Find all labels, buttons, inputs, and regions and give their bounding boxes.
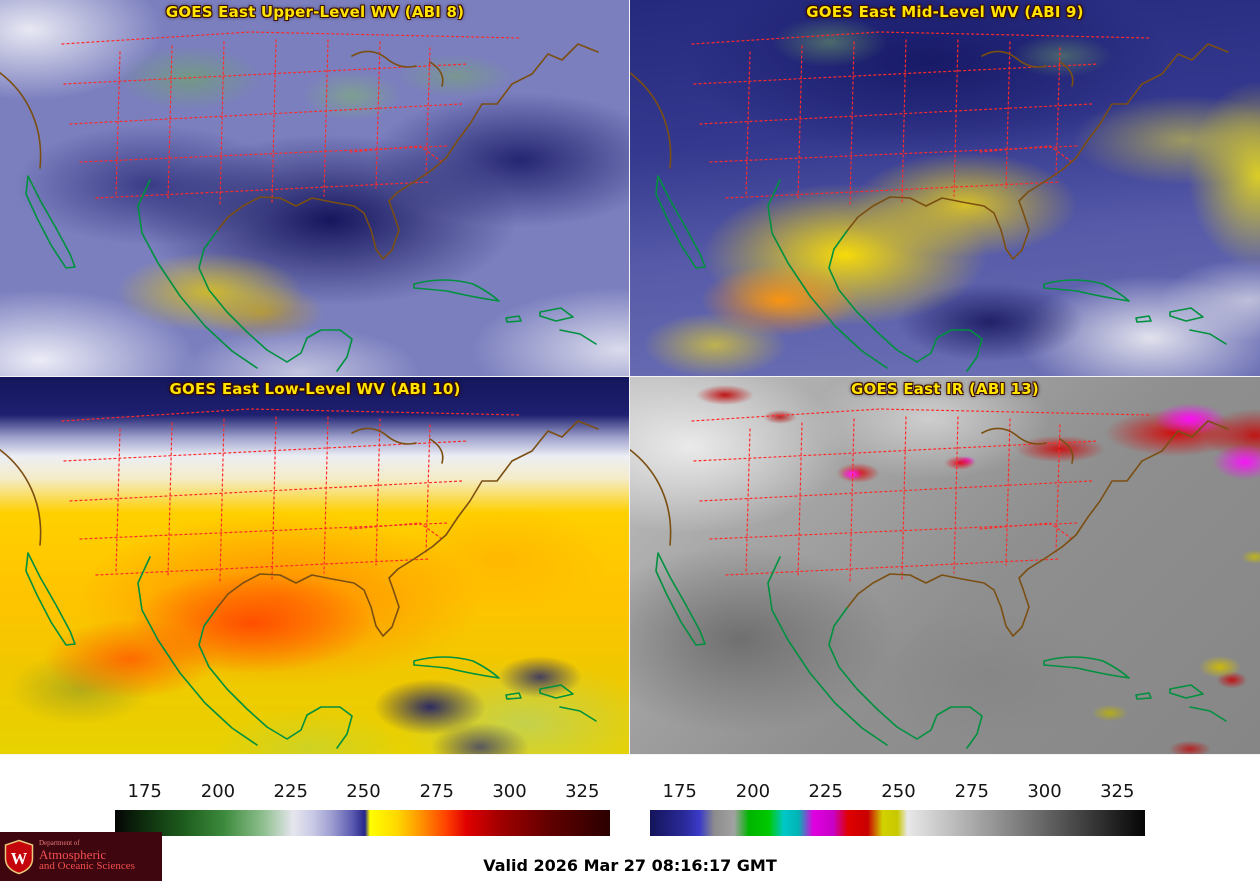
- colorbar-tick: 300: [1027, 781, 1062, 802]
- colorbar-tick: 325: [565, 781, 600, 802]
- panel-title: GOES East Upper-Level WV (ABI 8): [165, 3, 465, 21]
- colorbar-tick: 175: [662, 781, 697, 802]
- colorbar-tick: 275: [419, 781, 454, 802]
- ir-colorbar-ticks: 175 200 225 250 275 300 325: [650, 781, 1145, 807]
- panel-ir: GOES East IR (ABI 13): [629, 376, 1260, 755]
- colorbar-tick: 225: [273, 781, 308, 802]
- uw-aos-logo: W Department of Atmospheric and Oceanic …: [0, 832, 162, 881]
- colorbar-tick: 275: [954, 781, 989, 802]
- map-overlay: [630, 408, 1229, 749]
- colorbar-tick: 225: [808, 781, 843, 802]
- logo-text: Department of Atmospheric and Oceanic Sc…: [39, 839, 135, 873]
- colorbar-tick: 200: [735, 781, 771, 802]
- panel-title: GOES East IR (ABI 13): [850, 380, 1039, 398]
- wv-colorbar: 175 200 225 250 275 300 325: [115, 781, 610, 836]
- satellite-panel-grid: GOES East Upper-Level WV (ABI 8) GOES Ea…: [0, 0, 1260, 755]
- logo-line-2: and Oceanic Sciences: [39, 860, 135, 873]
- map-overlay: [0, 408, 599, 749]
- ir-colorbar: 175 200 225 250 275 300 325: [650, 781, 1145, 836]
- panel-title: GOES East Low-Level WV (ABI 10): [169, 380, 461, 398]
- panel-upper-level-wv: GOES East Upper-Level WV (ABI 8): [0, 0, 631, 378]
- colorbar-tick: 250: [346, 781, 381, 802]
- panel-title: GOES East Mid-Level WV (ABI 9): [806, 3, 1084, 21]
- logo-line-1: Atmospheric: [39, 846, 107, 862]
- ir-colorbar-gradient: [650, 810, 1145, 836]
- panel-low-level-wv: GOES East Low-Level WV (ABI 10): [0, 376, 631, 755]
- valid-timestamp: Valid 2026 Mar 27 08:16:17 GMT: [483, 856, 777, 875]
- colorbar-tick: 250: [881, 781, 916, 802]
- uw-crest-icon: W: [4, 839, 34, 874]
- crest-monogram: W: [11, 848, 28, 867]
- wv-colorbar-ticks: 175 200 225 250 275 300 325: [115, 781, 610, 807]
- colorbar-tick: 325: [1100, 781, 1135, 802]
- wv-colorbar-gradient: [115, 810, 610, 836]
- logo-dept-line: Department of: [39, 839, 80, 848]
- map-overlay: [630, 31, 1229, 372]
- colorbar-tick: 200: [200, 781, 236, 802]
- panel-mid-level-wv: GOES East Mid-Level WV (ABI 9): [629, 0, 1260, 378]
- colorbar-tick: 175: [127, 781, 162, 802]
- map-overlay: [0, 31, 599, 372]
- colorbar-tick: 300: [492, 781, 527, 802]
